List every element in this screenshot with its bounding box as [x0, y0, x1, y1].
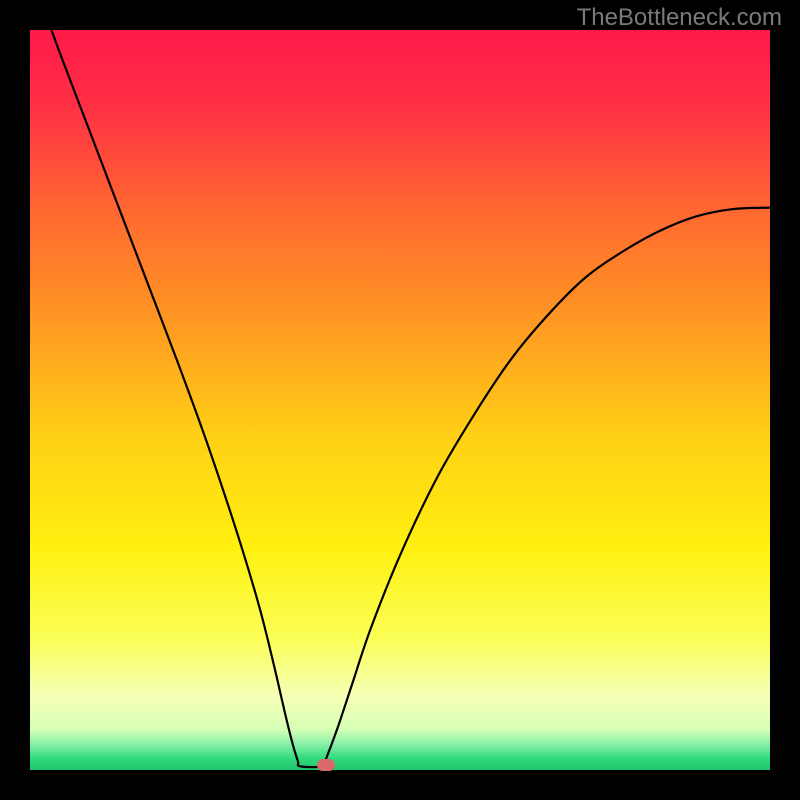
curve-layer [30, 30, 770, 770]
plot-area [30, 30, 770, 770]
optimal-point-marker [317, 759, 335, 771]
watermark-text: TheBottleneck.com [577, 4, 782, 32]
bottleneck-curve [30, 30, 770, 767]
